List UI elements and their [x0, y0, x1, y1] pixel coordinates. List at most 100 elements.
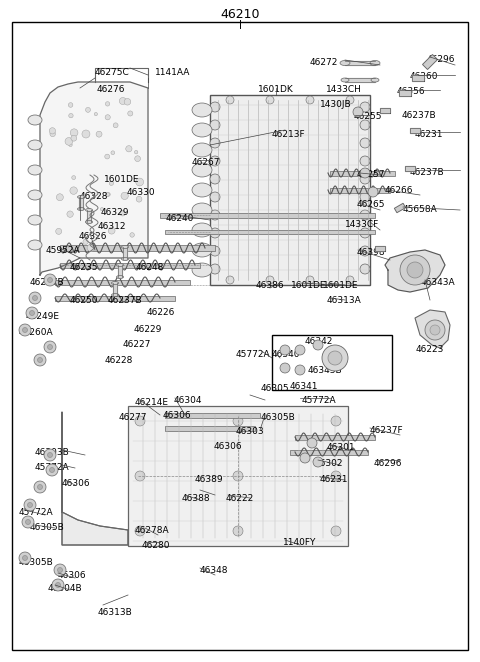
Circle shape: [306, 96, 314, 104]
Text: 46343B: 46343B: [308, 366, 343, 375]
Circle shape: [23, 555, 27, 561]
Polygon shape: [385, 250, 445, 292]
Circle shape: [135, 526, 145, 536]
Circle shape: [24, 499, 36, 511]
Text: 46280: 46280: [142, 541, 170, 550]
Circle shape: [210, 156, 220, 166]
Text: 46305: 46305: [261, 384, 289, 393]
Circle shape: [44, 274, 56, 286]
Text: 46348: 46348: [200, 566, 228, 575]
Circle shape: [111, 151, 115, 155]
Polygon shape: [345, 78, 375, 82]
Circle shape: [25, 520, 31, 524]
Text: 46237B: 46237B: [402, 111, 437, 120]
Bar: [330, 188, 390, 193]
Circle shape: [107, 193, 110, 197]
Text: 46227: 46227: [123, 340, 151, 349]
Circle shape: [72, 175, 76, 179]
Text: 46231: 46231: [320, 475, 348, 484]
Text: 46265: 46265: [357, 200, 385, 209]
Circle shape: [33, 295, 37, 301]
Circle shape: [425, 320, 445, 340]
Circle shape: [331, 526, 341, 536]
Text: 1430JB: 1430JB: [320, 100, 352, 109]
Circle shape: [128, 111, 133, 116]
Text: 46277: 46277: [119, 413, 147, 422]
Circle shape: [210, 120, 220, 130]
Circle shape: [210, 174, 220, 184]
Ellipse shape: [340, 60, 350, 66]
Polygon shape: [62, 412, 128, 545]
Ellipse shape: [117, 263, 123, 267]
Text: 46231: 46231: [415, 130, 444, 139]
Circle shape: [49, 467, 55, 473]
Circle shape: [23, 328, 27, 332]
Text: 46276: 46276: [97, 85, 125, 94]
Circle shape: [85, 107, 90, 113]
Circle shape: [48, 344, 52, 350]
Circle shape: [135, 471, 145, 481]
Circle shape: [70, 129, 78, 136]
Ellipse shape: [192, 243, 212, 257]
Text: 46304B: 46304B: [48, 584, 83, 593]
Circle shape: [124, 99, 131, 105]
Circle shape: [233, 526, 243, 536]
Text: 46305B: 46305B: [19, 558, 54, 567]
Text: 1601DE: 1601DE: [291, 281, 326, 290]
Circle shape: [331, 471, 341, 481]
Bar: [330, 171, 395, 176]
Text: 1601DE: 1601DE: [104, 175, 140, 184]
Circle shape: [105, 154, 109, 159]
Circle shape: [328, 351, 342, 365]
Polygon shape: [399, 90, 411, 96]
Text: 46303B: 46303B: [35, 448, 70, 457]
Text: 46356: 46356: [397, 87, 426, 96]
Circle shape: [353, 107, 363, 117]
Circle shape: [300, 453, 310, 463]
Text: 46296: 46296: [374, 459, 403, 468]
Circle shape: [136, 197, 142, 202]
Polygon shape: [410, 128, 420, 132]
Text: 46389: 46389: [195, 475, 224, 484]
Bar: [290, 450, 368, 455]
Text: 46237F: 46237F: [370, 426, 404, 435]
Bar: [55, 296, 175, 301]
Circle shape: [52, 579, 64, 591]
Circle shape: [50, 131, 56, 136]
Bar: [295, 435, 375, 440]
Ellipse shape: [192, 163, 212, 177]
Circle shape: [331, 416, 341, 426]
Text: 46213F: 46213F: [272, 130, 306, 139]
Text: 46237B: 46237B: [410, 168, 444, 177]
Circle shape: [360, 102, 370, 112]
Circle shape: [135, 416, 145, 426]
Circle shape: [226, 96, 234, 104]
Circle shape: [280, 363, 290, 373]
Circle shape: [368, 187, 378, 197]
Circle shape: [87, 244, 95, 252]
Text: 1141AA: 1141AA: [155, 68, 191, 77]
Circle shape: [307, 438, 317, 448]
Circle shape: [210, 210, 220, 220]
Circle shape: [266, 96, 274, 104]
Circle shape: [120, 211, 125, 216]
Circle shape: [360, 228, 370, 238]
Circle shape: [126, 146, 132, 152]
Circle shape: [295, 365, 305, 375]
Circle shape: [360, 174, 370, 184]
Polygon shape: [87, 210, 91, 222]
Text: 46214E: 46214E: [135, 398, 169, 407]
Circle shape: [65, 138, 72, 145]
Ellipse shape: [371, 78, 379, 82]
Polygon shape: [422, 54, 437, 70]
Circle shape: [54, 564, 66, 576]
Text: 46388: 46388: [182, 494, 211, 503]
Text: 46222: 46222: [226, 494, 254, 503]
Text: 1601DE: 1601DE: [323, 281, 359, 290]
Polygon shape: [405, 166, 415, 171]
Bar: [128, 406, 348, 546]
Text: 46210: 46210: [220, 7, 260, 21]
Circle shape: [360, 120, 370, 130]
Ellipse shape: [85, 209, 93, 211]
Circle shape: [400, 255, 430, 285]
